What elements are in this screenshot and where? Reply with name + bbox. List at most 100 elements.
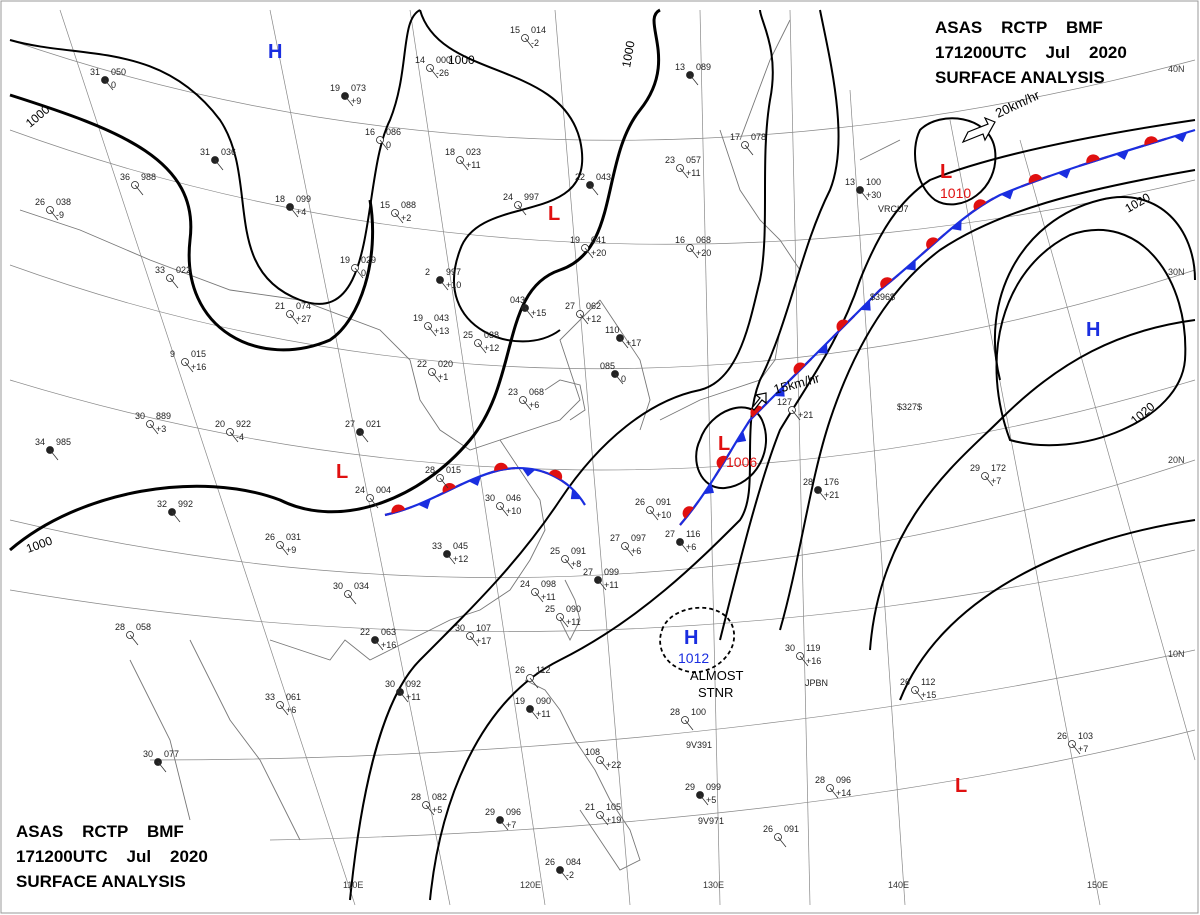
station-pressure: 107 xyxy=(476,623,491,633)
station-temperature: 20 xyxy=(215,419,225,429)
station-pressure-tendency: +13 xyxy=(434,326,449,336)
station-pressure: 045 xyxy=(453,541,468,551)
header-line: 171200UTC Jul 2020 xyxy=(16,847,208,866)
station-temperature: 26 xyxy=(545,857,555,867)
latitude-label: 30N xyxy=(1168,267,1185,277)
station-pressure-tendency: +10 xyxy=(446,280,461,290)
station-plot: 30 092 +11 xyxy=(385,679,421,703)
station-pressure-tendency: +27 xyxy=(296,314,311,324)
station-temperature: 30 xyxy=(385,679,395,689)
wind-barb-icon xyxy=(829,787,839,799)
high-pressure-value: 1012 xyxy=(678,650,709,666)
station-temperature: 25 xyxy=(463,330,473,340)
station-pressure-tendency: -26 xyxy=(436,68,449,78)
wind-barb-icon xyxy=(469,635,479,647)
station-temperature: 13 xyxy=(675,62,685,72)
low-pressure-marker: L xyxy=(940,161,952,183)
longitude-label: 130E xyxy=(703,880,724,890)
wind-barb-icon xyxy=(394,212,404,224)
longitude-line-115e xyxy=(269,9,451,906)
station-temperature: 27 xyxy=(583,567,593,577)
warm-front-symbol-icon xyxy=(682,506,694,519)
station-pressure: 091 xyxy=(656,497,671,507)
station-pressure-tendency: +7 xyxy=(506,820,516,830)
isobar-1000-north-central xyxy=(419,9,584,343)
header-line: SURFACE ANALYSIS xyxy=(935,68,1105,87)
station-pressure-tendency: +5 xyxy=(706,795,716,805)
warm-front-symbol-icon xyxy=(1144,136,1159,146)
station-temperature: 043 xyxy=(510,295,525,305)
station-pressure-tendency: -9 xyxy=(56,210,64,220)
station-temperature: 30 xyxy=(785,643,795,653)
low-pressure-value: 1006 xyxy=(726,454,757,470)
station-pressure-tendency: +16 xyxy=(191,362,206,372)
wind-barb-icon xyxy=(427,325,437,337)
station-temperature: 28 xyxy=(815,775,825,785)
wind-barb-icon xyxy=(214,159,224,171)
longitude-label: 110E xyxy=(343,880,363,890)
station-plot: 30 077 xyxy=(143,749,179,773)
high-pressure-marker: H xyxy=(1086,319,1100,341)
cold-front-symbol-icon xyxy=(703,482,714,495)
wind-barb-icon xyxy=(859,189,869,201)
warm-front-symbol-icon xyxy=(973,199,987,211)
isobar-1000-north xyxy=(9,9,421,305)
isobar-1008 xyxy=(429,9,840,901)
station-plot: 16 086 0 xyxy=(365,127,401,151)
station-temperature: 19 xyxy=(515,696,525,706)
station-pressure-tendency: +6 xyxy=(286,705,296,715)
station-pressure: 074 xyxy=(296,301,311,311)
station-temperature: 27 xyxy=(665,529,675,539)
isobar-1000-west-bold xyxy=(9,93,375,352)
station-pressure: 046 xyxy=(506,493,521,503)
station-plot: 31 050 0 xyxy=(90,67,126,91)
wind-barb-icon xyxy=(169,277,179,289)
station-pressure: 022 xyxy=(176,265,191,275)
cold-front-symbol-icon xyxy=(1173,132,1188,143)
station-pressure: 103 xyxy=(1078,731,1093,741)
station-temperature: 18 xyxy=(445,147,455,157)
cold-front-symbol-icon xyxy=(774,386,785,397)
low-pressure-marker: L xyxy=(336,461,348,483)
coast-china-north xyxy=(19,209,601,451)
longitude-line-110e xyxy=(59,9,356,906)
wind-barb-icon xyxy=(679,541,689,553)
station-temperature: 15 xyxy=(510,25,520,35)
station-pressure: 068 xyxy=(529,387,544,397)
wind-barb-icon xyxy=(684,719,694,731)
warm-front-symbol-icon xyxy=(716,455,728,469)
station-temperature: 23 xyxy=(508,387,518,397)
station-pressure-tendency: +11 xyxy=(536,709,551,719)
latitude-line-25n xyxy=(9,379,1196,471)
station-plot: 23 068 +6 xyxy=(508,387,544,411)
longitude-label: 120E xyxy=(520,880,541,890)
station-pressure: 061 xyxy=(286,692,301,702)
station-plot: 24 004 xyxy=(355,485,391,509)
station-temperature: 18 xyxy=(275,194,285,204)
station-temperature: 30 xyxy=(485,493,495,503)
station-plot: 15 088 +2 xyxy=(380,200,416,224)
station-pressure: 088 xyxy=(401,200,416,210)
station-temperature: 25 xyxy=(550,546,560,556)
coast-japan xyxy=(659,129,801,421)
station-pressure: 176 xyxy=(824,477,839,487)
station-pressure-tendency: +15 xyxy=(531,308,546,318)
station-temperature: 110 xyxy=(605,325,619,335)
coast-sakhalin xyxy=(739,19,791,141)
station-pressure-tendency: +14 xyxy=(836,788,851,798)
station-pressure-tendency: +12 xyxy=(586,314,601,324)
station-temperature: 108 xyxy=(585,747,600,757)
wind-barb-icon xyxy=(499,505,509,517)
station-plot: 29 096 +7 xyxy=(485,807,521,831)
station-pressure: 092 xyxy=(406,679,421,689)
station-pressure: 997 xyxy=(446,267,461,277)
wind-barb-icon xyxy=(584,247,594,259)
isobar-high-1012-dashed xyxy=(659,606,735,673)
station-pressure: 004 xyxy=(376,485,391,495)
isobar-1012-south xyxy=(899,519,1196,701)
station-pressure: 098 xyxy=(541,579,556,589)
isobar-low-1010 xyxy=(914,117,997,206)
longitude-line-130e xyxy=(699,9,721,906)
station-pressure-tendency: +19 xyxy=(606,815,621,825)
